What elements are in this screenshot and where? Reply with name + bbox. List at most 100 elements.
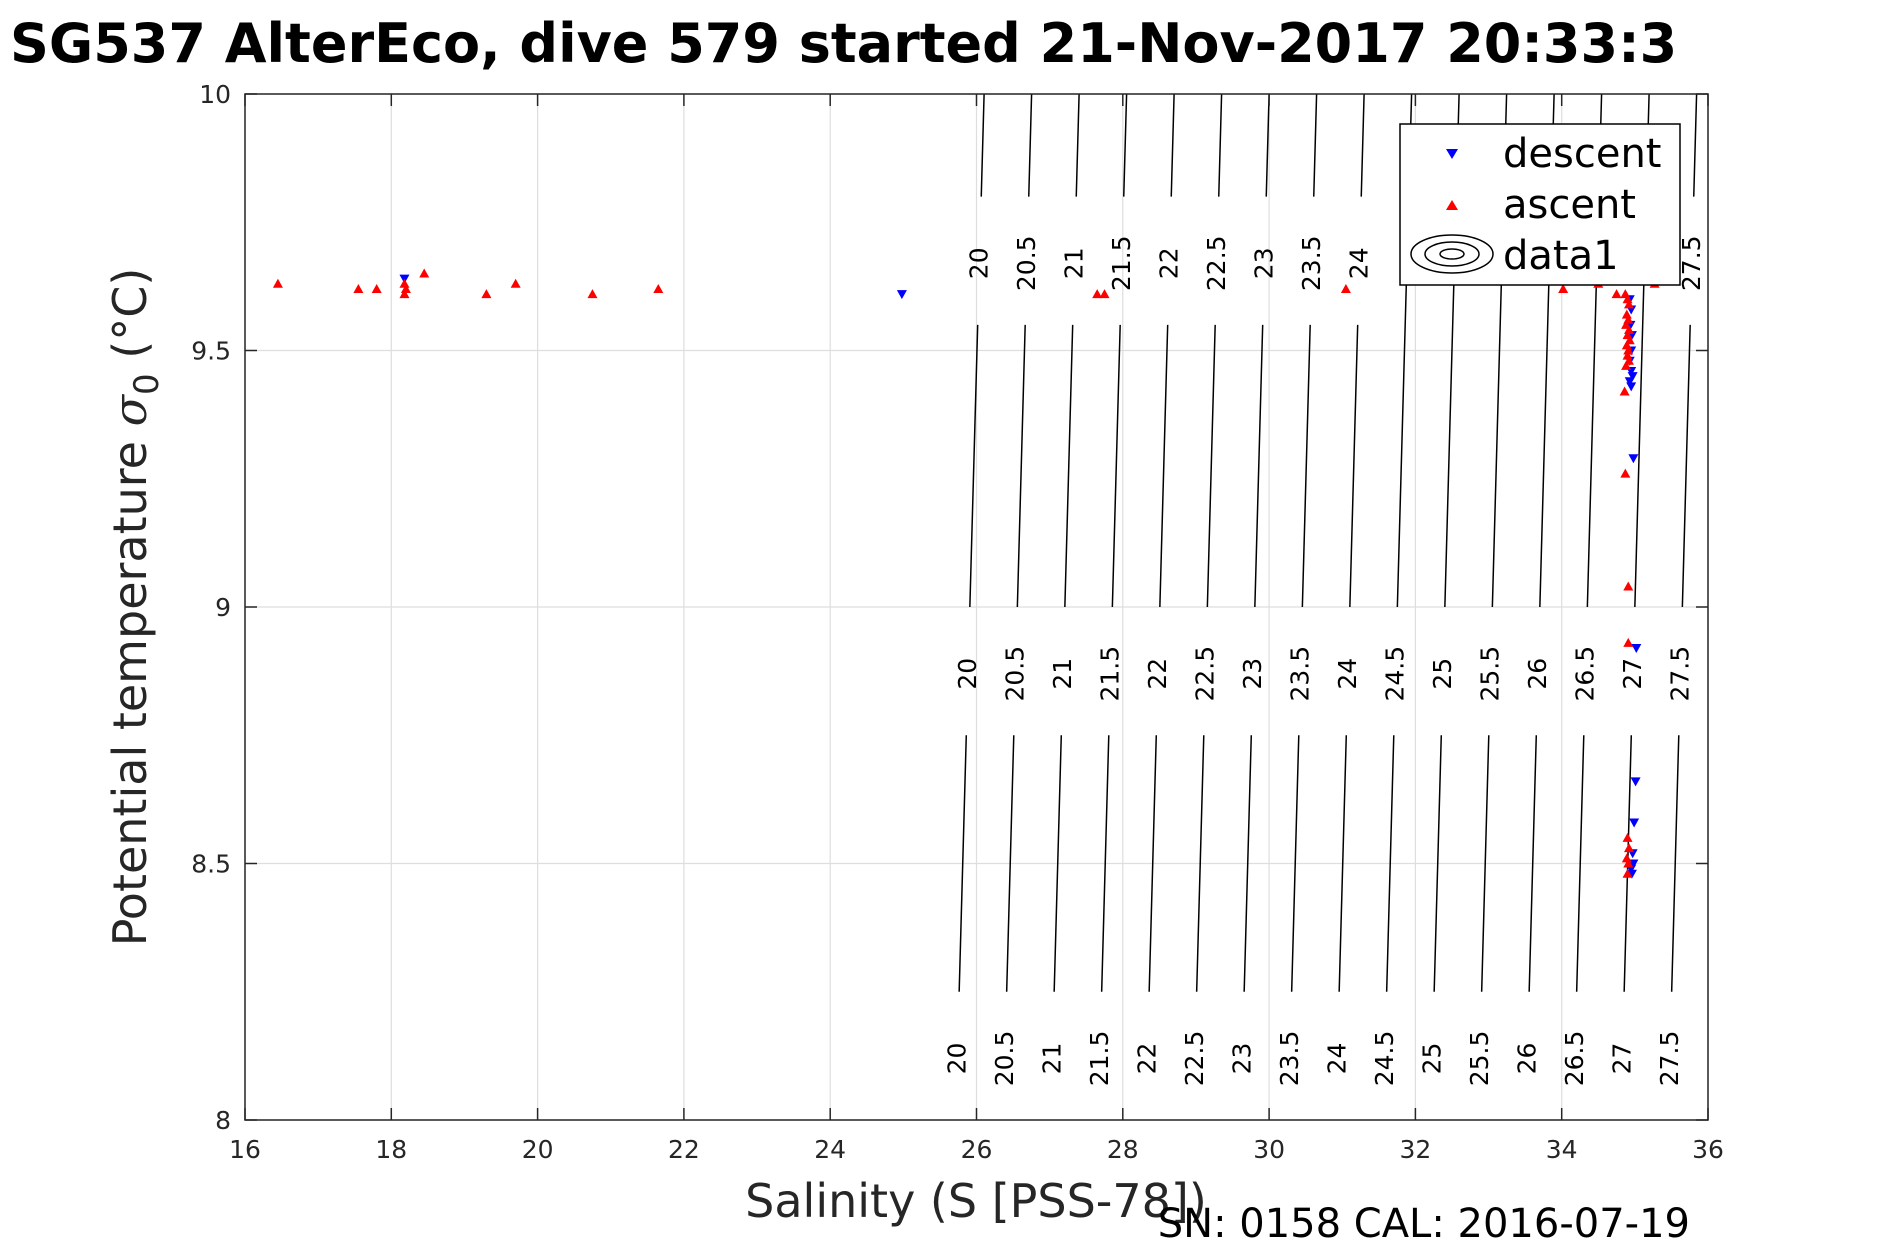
isopycnal-label: 23 (1227, 1043, 1256, 1075)
isopycnal-line (1005, 735, 1015, 992)
isopycnal-label: 24 (1344, 247, 1373, 279)
isopycnal-line (1195, 735, 1205, 992)
isopycnal-24-5: 24.5 24.5 (1370, 93, 1413, 1086)
isopycnal-label: 20 (964, 247, 993, 279)
isopycnal-label: 26 (1523, 658, 1552, 690)
isopycnal-27-5: 27.5 27.5 27.5 (1655, 93, 1706, 1086)
isopycnal-line (1053, 735, 1063, 992)
isopycnal-label: 24 (1322, 1043, 1351, 1075)
x-tick-label: 36 (1692, 1135, 1724, 1164)
isopycnal-label: 24 (1333, 658, 1362, 690)
isopycnal-label: 21 (1037, 1043, 1066, 1075)
ascent-point (1621, 340, 1632, 350)
isopycnal-line (1360, 93, 1365, 197)
isopycnal-line (958, 735, 968, 992)
isopycnal-line (1218, 93, 1223, 197)
ascent-point (1558, 283, 1569, 293)
isopycnal-label: 23.5 (1275, 1031, 1304, 1087)
isopycnal-label: 20.5 (990, 1031, 1019, 1087)
x-tick-label: 18 (375, 1135, 407, 1164)
ascent-point (1622, 832, 1633, 842)
isopycnal-23-5: 23.5 23.5 23.5 (1275, 93, 1326, 1087)
isopycnal-line (1148, 735, 1158, 992)
isopycnal-label: 27 (1607, 1043, 1636, 1075)
y-tick-label: 10 (199, 80, 231, 109)
isopycnal-line (1254, 324, 1264, 608)
axis-ticks: 16 18 20 22 24 26 28 30 32 34 36 8 8.5 9 9.5 10 (191, 80, 1724, 1164)
x-tick-label: 16 (229, 1135, 261, 1164)
isopycnal-line (1170, 93, 1175, 197)
y-tick-label: 8 (215, 1106, 231, 1135)
ascent-point (399, 289, 410, 299)
isopycnal-label: 27.5 (1677, 235, 1706, 291)
descent-point (1627, 372, 1638, 382)
ascent-point (1621, 853, 1632, 863)
isopycnal-label: 22.5 (1202, 235, 1231, 291)
isopycnal-label: 27 (1618, 658, 1647, 690)
ascent-point (1623, 637, 1634, 647)
x-tick-label: 30 (1253, 1135, 1285, 1164)
isopycnal-label: 21.5 (1095, 646, 1124, 702)
ascent-point (653, 283, 664, 293)
ascent-point (1620, 468, 1631, 478)
isopycnal-label: 22 (1143, 658, 1172, 690)
ascent-point (1623, 858, 1634, 868)
y-axis-label-unit: (°C) (103, 268, 157, 374)
ascent-point (371, 283, 382, 293)
descent-point (1628, 454, 1639, 464)
y-axis-label-sigma: σ (103, 393, 157, 426)
isopycnal-label: 22.5 (1190, 646, 1219, 702)
isopycnal-line (1301, 324, 1311, 608)
y-axis-label-subscript: 0 (127, 373, 167, 395)
isopycnal-label: 22 (1132, 1043, 1161, 1075)
x-tick-label: 28 (1107, 1135, 1139, 1164)
y-tick-label: 9 (215, 593, 231, 622)
descent-point (896, 290, 907, 300)
isopycnal-line (1016, 324, 1026, 608)
isopycnal-label: 20 (942, 1043, 971, 1075)
isopycnal-line (1100, 735, 1110, 992)
isopycnal-label: 25 (1428, 658, 1457, 690)
isopycnal-label: 26 (1512, 1043, 1541, 1075)
ascent-point (272, 278, 283, 288)
isopycnal-line (1111, 324, 1121, 608)
isopycnal-line (1123, 93, 1128, 197)
ascent-point (510, 278, 521, 288)
ascent-point (419, 268, 430, 278)
x-tick-label: 34 (1546, 1135, 1578, 1164)
isopycnal-line (1575, 735, 1585, 992)
x-tick-label: 20 (522, 1135, 554, 1164)
legend: descent ascent data1 (1399, 123, 1681, 286)
isopycnal-label: 22.5 (1180, 1031, 1209, 1087)
descent-point (1631, 644, 1642, 654)
y-tick-label: 9.5 (191, 337, 231, 366)
ascent-point (1622, 350, 1633, 360)
isopycnal-22-5: 22.5 22.5 22.5 (1180, 93, 1231, 1087)
isopycnal-line (1693, 93, 1698, 197)
isopycnal-21-5: 21.5 21.5 21.5 (1085, 93, 1136, 1087)
isopycnal-label: 26.5 (1570, 646, 1599, 702)
ascent-point (1621, 309, 1632, 319)
ascent-point (1623, 299, 1634, 309)
isopycnal-line (1028, 93, 1033, 197)
isopycnal-line (1243, 735, 1253, 992)
isopycnal-label: 21 (1048, 658, 1077, 690)
y-axis-label: Potential temperature σ0 (°C) (103, 268, 167, 947)
isopycnal-label: 23 (1238, 658, 1267, 690)
isopycnal-label: 20.5 (1012, 235, 1041, 291)
isopycnal-label: 23.5 (1285, 646, 1314, 702)
ascent-point (587, 289, 598, 299)
isopycnal-line (1681, 324, 1691, 608)
x-axis-label: Salinity (S [PSS-78]) (745, 1174, 1207, 1228)
ascent-point (399, 278, 410, 288)
isopycnal-line (1670, 735, 1680, 992)
isopycnal-label: 21.5 (1085, 1031, 1114, 1087)
isopycnal-line (1480, 735, 1490, 992)
isopycnal-line (1385, 735, 1395, 992)
isopycnal-label: 27.5 (1665, 646, 1694, 702)
ascent-point (1621, 360, 1632, 370)
isopycnal-25-5: 25.5 25.5 (1465, 93, 1508, 1086)
isopycnal-line (1528, 735, 1538, 992)
ascent-point (400, 283, 411, 293)
